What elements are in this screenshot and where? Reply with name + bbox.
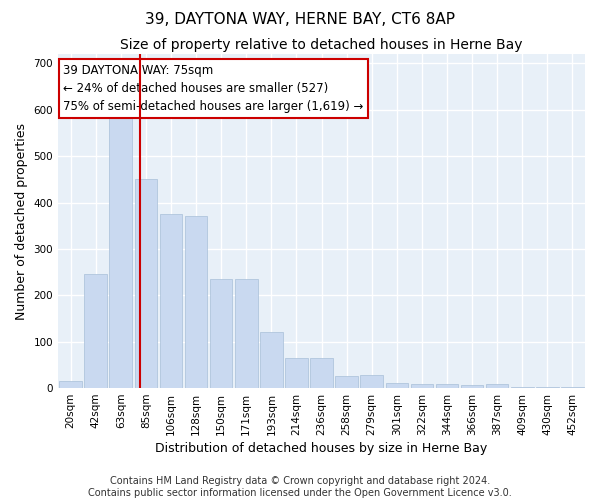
- Bar: [185, 216, 208, 388]
- Bar: [386, 382, 408, 388]
- Bar: [486, 384, 508, 388]
- Bar: [235, 279, 257, 388]
- Bar: [335, 376, 358, 388]
- Bar: [134, 180, 157, 388]
- Bar: [310, 358, 333, 388]
- Bar: [561, 387, 584, 388]
- Bar: [85, 274, 107, 388]
- Bar: [160, 214, 182, 388]
- Bar: [536, 387, 559, 388]
- Bar: [361, 375, 383, 388]
- Bar: [410, 384, 433, 388]
- Text: 39 DAYTONA WAY: 75sqm
← 24% of detached houses are smaller (527)
75% of semi-det: 39 DAYTONA WAY: 75sqm ← 24% of detached …: [64, 64, 364, 113]
- Bar: [436, 384, 458, 388]
- Bar: [210, 279, 232, 388]
- Text: 39, DAYTONA WAY, HERNE BAY, CT6 8AP: 39, DAYTONA WAY, HERNE BAY, CT6 8AP: [145, 12, 455, 28]
- Y-axis label: Number of detached properties: Number of detached properties: [15, 122, 28, 320]
- Title: Size of property relative to detached houses in Herne Bay: Size of property relative to detached ho…: [120, 38, 523, 52]
- Bar: [511, 387, 533, 388]
- Text: Contains HM Land Registry data © Crown copyright and database right 2024.
Contai: Contains HM Land Registry data © Crown c…: [88, 476, 512, 498]
- X-axis label: Distribution of detached houses by size in Herne Bay: Distribution of detached houses by size …: [155, 442, 488, 455]
- Bar: [59, 381, 82, 388]
- Bar: [285, 358, 308, 388]
- Bar: [260, 332, 283, 388]
- Bar: [109, 116, 132, 388]
- Bar: [461, 385, 484, 388]
